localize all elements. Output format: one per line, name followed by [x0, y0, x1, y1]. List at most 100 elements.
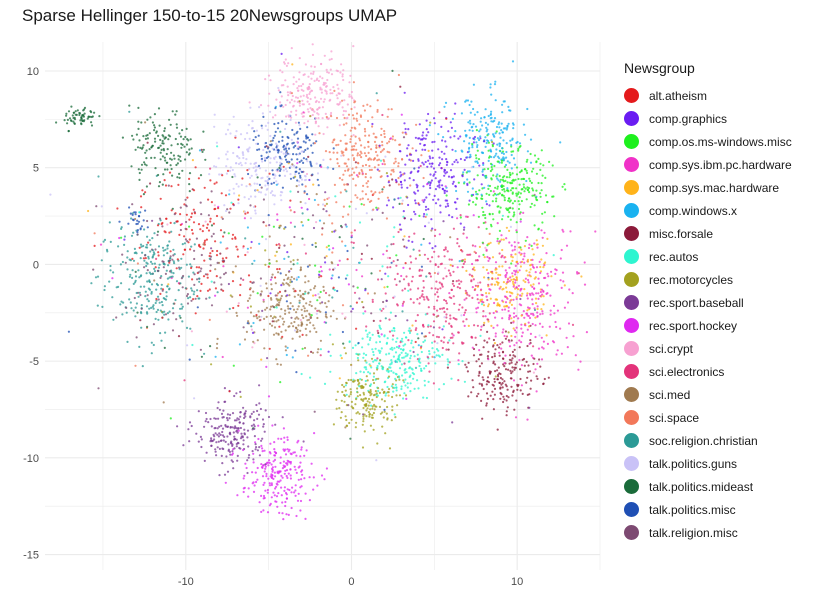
- data-point: [485, 268, 488, 271]
- data-point: [326, 78, 329, 82]
- data-point: [309, 330, 312, 333]
- data-point: [481, 417, 484, 420]
- data-point: [406, 382, 409, 385]
- data-point: [341, 106, 344, 109]
- data-point: [357, 341, 360, 345]
- data-point: [311, 173, 314, 176]
- data-point: [246, 247, 249, 250]
- data-point: [390, 108, 393, 111]
- data-point: [454, 317, 457, 321]
- data-point: [284, 312, 287, 315]
- data-point: [492, 408, 495, 411]
- data-point: [179, 213, 182, 216]
- data-point: [299, 499, 303, 503]
- data-point: [538, 334, 541, 337]
- data-point: [454, 201, 457, 204]
- data-point: [461, 360, 464, 363]
- data-point: [297, 153, 300, 156]
- data-point: [270, 463, 273, 466]
- data-point: [254, 441, 257, 444]
- data-point: [168, 270, 172, 273]
- data-point: [362, 352, 365, 355]
- data-point: [311, 53, 315, 57]
- data-point: [436, 309, 439, 312]
- data-point: [479, 281, 482, 284]
- data-point: [515, 399, 518, 402]
- legend-swatch: [624, 364, 639, 379]
- data-point: [493, 117, 497, 120]
- data-point: [284, 309, 287, 312]
- data-point: [279, 130, 282, 133]
- data-point: [559, 141, 562, 144]
- data-point: [256, 176, 259, 179]
- data-point: [128, 206, 131, 209]
- data-point: [237, 202, 240, 205]
- data-point: [281, 317, 284, 320]
- data-point: [433, 234, 437, 237]
- data-point: [306, 193, 309, 196]
- data-point: [540, 258, 543, 261]
- data-point: [268, 172, 271, 175]
- data-point: [436, 299, 439, 302]
- data-point: [491, 277, 494, 280]
- data-point: [190, 215, 193, 219]
- data-point: [224, 194, 228, 197]
- data-point: [188, 148, 191, 151]
- data-point: [308, 264, 311, 267]
- data-point: [371, 116, 374, 119]
- data-point: [368, 134, 371, 137]
- data-point: [237, 185, 240, 188]
- data-point: [514, 264, 517, 267]
- data-point: [140, 326, 143, 329]
- data-point: [509, 218, 512, 221]
- data-point: [381, 211, 384, 214]
- data-point: [128, 298, 131, 301]
- data-point: [176, 162, 179, 165]
- data-point: [264, 463, 267, 466]
- data-point: [504, 368, 508, 371]
- data-point: [271, 173, 275, 176]
- data-point: [292, 83, 295, 86]
- data-point: [380, 333, 383, 336]
- data-point: [485, 141, 488, 145]
- data-point: [131, 213, 134, 216]
- data-point: [466, 215, 469, 218]
- data-point: [338, 407, 341, 410]
- data-point: [152, 323, 155, 326]
- data-point: [273, 441, 276, 444]
- data-point: [442, 220, 445, 223]
- legend-label: misc.forsale: [649, 226, 714, 241]
- data-point: [290, 276, 293, 279]
- data-point: [314, 96, 317, 99]
- data-point: [297, 190, 300, 193]
- data-point: [389, 173, 393, 176]
- data-point: [368, 338, 371, 342]
- data-point: [383, 408, 386, 411]
- data-point: [216, 261, 219, 264]
- data-point: [272, 477, 275, 480]
- data-point: [330, 261, 333, 264]
- data-point: [181, 169, 184, 172]
- data-point: [350, 234, 353, 237]
- data-point: [499, 386, 502, 389]
- data-point: [231, 452, 234, 455]
- legend-swatch: [624, 180, 639, 195]
- data-point: [519, 253, 522, 256]
- data-point: [494, 277, 497, 280]
- legend-swatch: [624, 111, 639, 126]
- data-point: [379, 308, 382, 311]
- data-point: [294, 144, 297, 147]
- data-point: [482, 266, 485, 269]
- data-point: [219, 276, 222, 279]
- data-point: [433, 313, 436, 316]
- data-point: [414, 328, 417, 332]
- data-point: [143, 228, 146, 231]
- data-point: [411, 324, 414, 327]
- data-point: [154, 317, 157, 320]
- legend-title: Newsgroup: [624, 60, 695, 76]
- data-point: [505, 128, 508, 131]
- data-point: [329, 354, 332, 357]
- data-point: [186, 293, 189, 296]
- data-point: [456, 197, 459, 200]
